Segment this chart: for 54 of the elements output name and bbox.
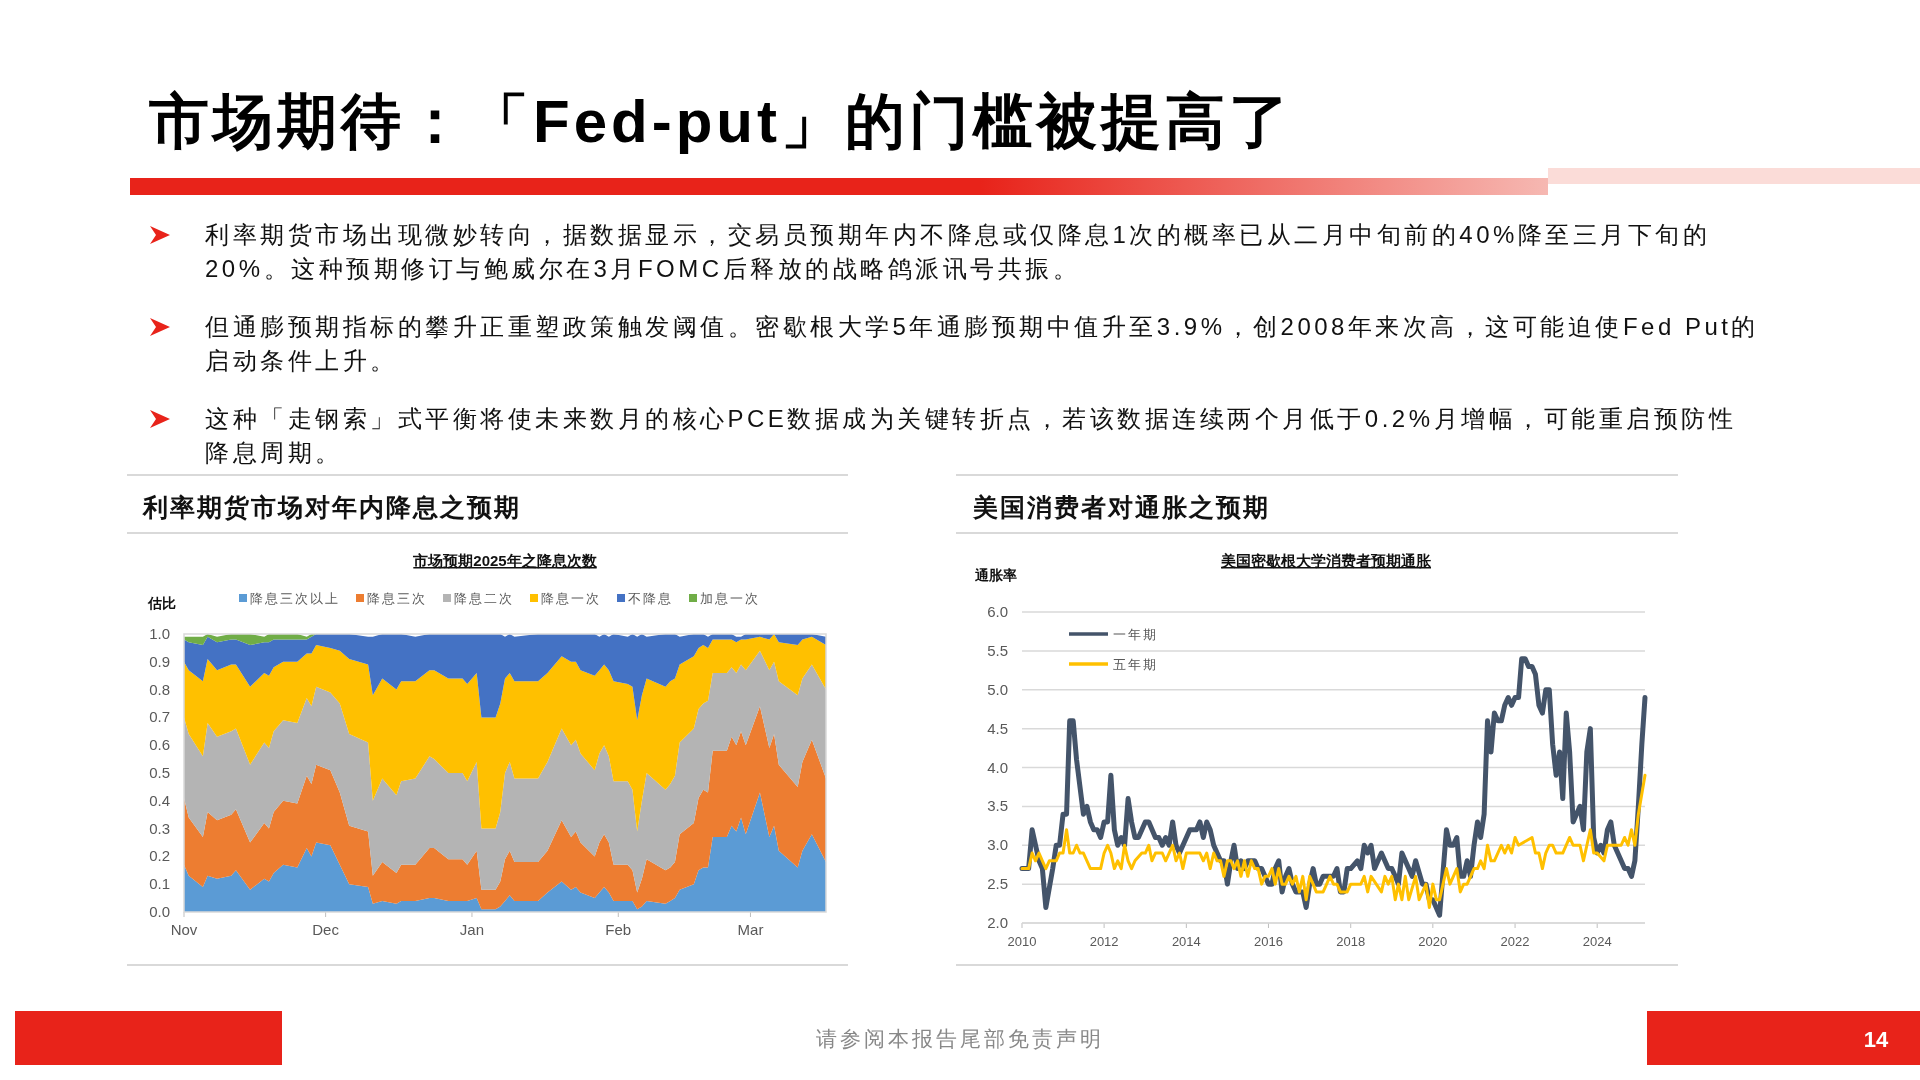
y-tick-label: 0.3 [149, 819, 170, 837]
y-tick-label: 3.0 [987, 836, 1008, 854]
y-tick-label: 0.0 [149, 903, 170, 920]
chart-title: 利率期货市场对年内降息之预期 [142, 493, 521, 521]
y-axis-title: 通胀率 [974, 567, 1017, 583]
text: 这种「走钢索」式平衡将使未来数月的核心PCE数据成为关键转折点，若该数据连续两个月低于0.2%月增幅，可能重启预防性降息周期。 [205, 405, 1737, 466]
x-tick-label: 2012 [1089, 934, 1119, 949]
x-tick-label: 2010 [1007, 934, 1037, 949]
x-tick-label: 2020 [1418, 934, 1448, 949]
text: 利率期货市场出现微妙转向，据数据显示，交易员预期年内不降息或仅降息1次的概率已从二月中旬前的40%降至三月下旬的20%。这种预期修订与鲍威尔在3月FOMC后释放的战略鸽派讯号共振。 [205, 221, 1711, 282]
y-tick-label: 0.8 [149, 680, 170, 698]
y-axis-title: 估比 [147, 595, 176, 611]
x-tick-label: Jan [459, 921, 485, 938]
text: 但通膨预期指标的攀升正重塑政策触发阈值。密歇根大学5年通膨预期中值升至3.9%，创2008年来次高，这可能迫使Fed Put的启动条件上升。 [205, 313, 1759, 374]
x-tick-label: 2022 [1500, 934, 1530, 949]
x-tick-label: 2016 [1254, 934, 1283, 949]
y-tick-label: 0.1 [149, 875, 170, 893]
legend-label: 降息三次以上 [250, 591, 340, 606]
legend-label: 不降息 [628, 591, 673, 606]
x-tick-label: Nov [170, 921, 198, 938]
text: 市场期待：「Fed-put」的门槛被提高了 [148, 88, 1293, 155]
y-tick-label: 0.7 [149, 708, 170, 726]
y-tick-label: 1.0 [149, 625, 170, 642]
legend-label: 降息一次 [541, 591, 601, 606]
y-tick-label: 0.6 [149, 736, 170, 754]
y-tick-label: 5.0 [987, 680, 1008, 698]
y-tick-label: 3.5 [987, 797, 1008, 815]
y-tick-label: 2.0 [987, 914, 1008, 931]
legend-label: 降息二次 [454, 591, 514, 606]
legend-label: 五年期 [1113, 657, 1158, 672]
text: 请参阅本报告尾部免责声明 [816, 1027, 1104, 1050]
x-tick-label: 2018 [1336, 934, 1366, 949]
y-tick-label: 0.4 [149, 791, 170, 809]
chart-subtitle: 美国密歇根大学消费者预期通胀 [1220, 552, 1432, 569]
y-tick-label: 0.5 [149, 764, 170, 781]
y-tick-label: 6.0 [987, 603, 1008, 620]
y-tick-label: 4.5 [987, 719, 1008, 737]
x-tick-label: Mar [737, 921, 764, 938]
x-tick-label: 2014 [1171, 934, 1201, 949]
chart-title: 美国消费者对通胀之预期 [972, 493, 1270, 521]
x-tick-label: 2024 [1582, 934, 1612, 949]
x-tick-label: Dec [312, 921, 340, 938]
chart-subtitle: 市场预期2025年之降息次数 [412, 552, 598, 569]
text: 14 [1863, 1027, 1889, 1052]
y-tick-label: 2.5 [987, 875, 1008, 893]
line-series [1020, 773, 1647, 909]
y-tick-label: 4.0 [987, 758, 1008, 776]
legend-label: 降息三次 [367, 591, 427, 606]
legend-label: 加息一次 [700, 591, 760, 606]
y-tick-label: 0.2 [149, 847, 170, 865]
y-tick-label: 0.9 [149, 652, 170, 670]
y-tick-label: 5.5 [987, 641, 1008, 659]
legend-label: 一年期 [1113, 627, 1158, 642]
x-tick-label: Feb [605, 921, 632, 938]
